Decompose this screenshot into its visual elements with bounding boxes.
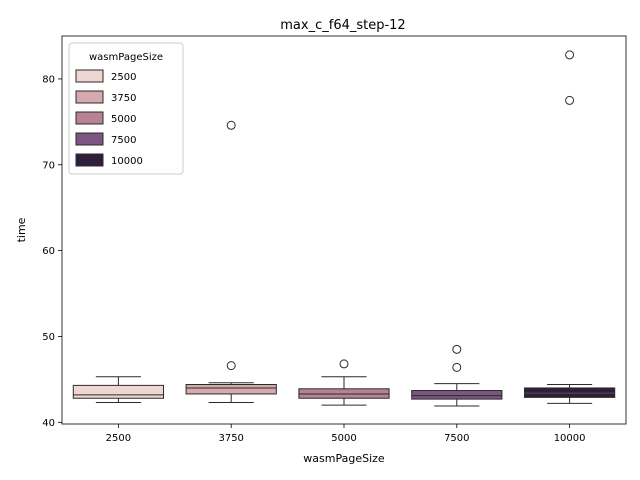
legend-item-7500: 7500 xyxy=(75,132,136,146)
outlier-point xyxy=(226,361,236,371)
box-10000 xyxy=(523,50,616,404)
box-group xyxy=(72,50,616,407)
x-tick-label: 7500 xyxy=(444,433,469,444)
legend-item-2500: 2500 xyxy=(75,69,136,83)
x-tick-label: 5000 xyxy=(331,433,356,444)
legend-label: 2500 xyxy=(111,72,136,83)
x-tick-label: 10000 xyxy=(554,433,586,444)
box-body xyxy=(411,390,503,400)
legend-label: 10000 xyxy=(111,156,143,167)
legend-swatch xyxy=(75,111,104,125)
outlier-point xyxy=(226,120,236,130)
legend-item-5000: 5000 xyxy=(75,111,136,125)
y-tick-label: 40 xyxy=(42,418,55,429)
y-tick-label: 70 xyxy=(42,160,55,171)
legend-swatch xyxy=(75,90,104,104)
y-tick-label: 80 xyxy=(42,74,55,85)
box-body xyxy=(72,384,165,399)
outlier-point xyxy=(339,359,349,369)
outlier-point xyxy=(452,362,462,372)
box-7500 xyxy=(411,344,503,407)
box-3750 xyxy=(185,120,277,404)
y-tick-label: 50 xyxy=(42,332,55,343)
legend-title: wasmPageSize xyxy=(89,52,163,63)
legend-item-10000: 10000 xyxy=(75,153,143,167)
y-tick-label: 60 xyxy=(42,246,55,257)
legend-swatch xyxy=(75,153,104,167)
chart-title: max_c_f64_step-12 xyxy=(280,18,405,33)
legend-label: 5000 xyxy=(111,114,136,125)
outlier-point xyxy=(565,95,575,105)
outlier-point xyxy=(565,50,575,60)
y-axis: 40 50 60 70 80 xyxy=(42,74,62,429)
x-axis: 2500 3750 5000 7500 10000 xyxy=(106,424,586,444)
box-5000 xyxy=(298,359,390,406)
legend-swatch xyxy=(75,69,104,83)
x-tick-label: 2500 xyxy=(106,433,131,444)
x-tick-label: 3750 xyxy=(218,433,243,444)
box-2500 xyxy=(72,376,165,404)
x-axis-label: wasmPageSize xyxy=(303,452,385,465)
outlier-point xyxy=(452,344,462,354)
legend-item-3750: 3750 xyxy=(75,90,136,104)
box-body xyxy=(185,384,277,395)
y-axis-label: time xyxy=(15,217,28,242)
legend-label: 7500 xyxy=(111,135,136,146)
legend: wasmPageSize 2500 3750 5000 7500 10000 xyxy=(68,42,184,175)
legend-label: 3750 xyxy=(111,93,136,104)
legend-swatch xyxy=(75,132,104,146)
